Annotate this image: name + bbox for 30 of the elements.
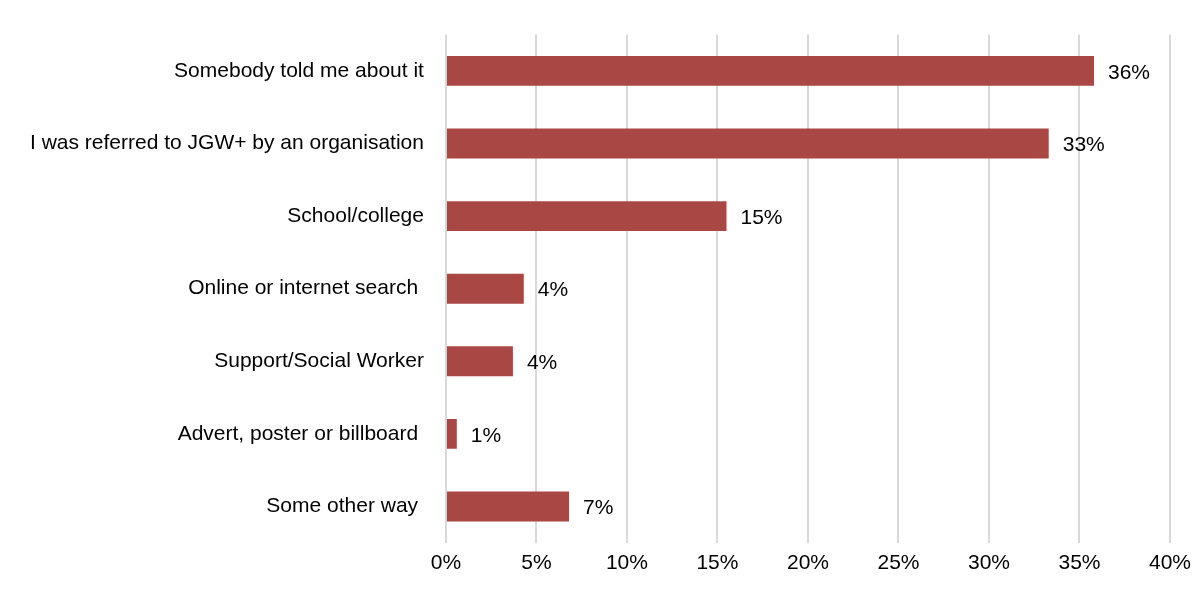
y-tick-label: Online or internet search	[188, 275, 424, 299]
data-label: 4%	[526, 350, 558, 374]
data-label: 7%	[583, 495, 614, 519]
x-tick-label: 30%	[967, 550, 1010, 574]
bar	[446, 491, 570, 522]
data-label: 15%	[740, 204, 783, 228]
data-label: 4%	[537, 277, 569, 301]
bar	[446, 273, 524, 304]
y-tick-label: School/college	[287, 202, 424, 226]
x-tick-label: 5%	[521, 550, 552, 574]
bar	[446, 201, 727, 232]
bar	[446, 418, 457, 449]
x-tick-label: 35%	[1058, 550, 1101, 574]
data-label: 33%	[1062, 132, 1105, 156]
bar	[446, 128, 1049, 159]
bar	[446, 55, 1094, 86]
bar	[446, 346, 513, 377]
data-label: 1%	[470, 422, 502, 446]
y-tick-label: Support/Social Worker	[214, 348, 424, 372]
x-tick-label: 15%	[696, 550, 739, 574]
x-tick-label: 10%	[605, 550, 648, 574]
x-tick-label: 40%	[1148, 550, 1192, 574]
y-tick-label: Some other way	[266, 493, 424, 517]
x-tick-label: 20%	[786, 550, 829, 574]
x-tick-label: 0%	[430, 550, 462, 574]
y-tick-label: Advert, poster or billboard	[177, 420, 424, 444]
x-tick-label: 25%	[877, 550, 920, 574]
data-label: 36%	[1107, 59, 1150, 83]
y-tick-label: I was referred to JGW+ by an organisation	[30, 130, 424, 154]
y-tick-label: Somebody told me about it	[174, 57, 425, 81]
